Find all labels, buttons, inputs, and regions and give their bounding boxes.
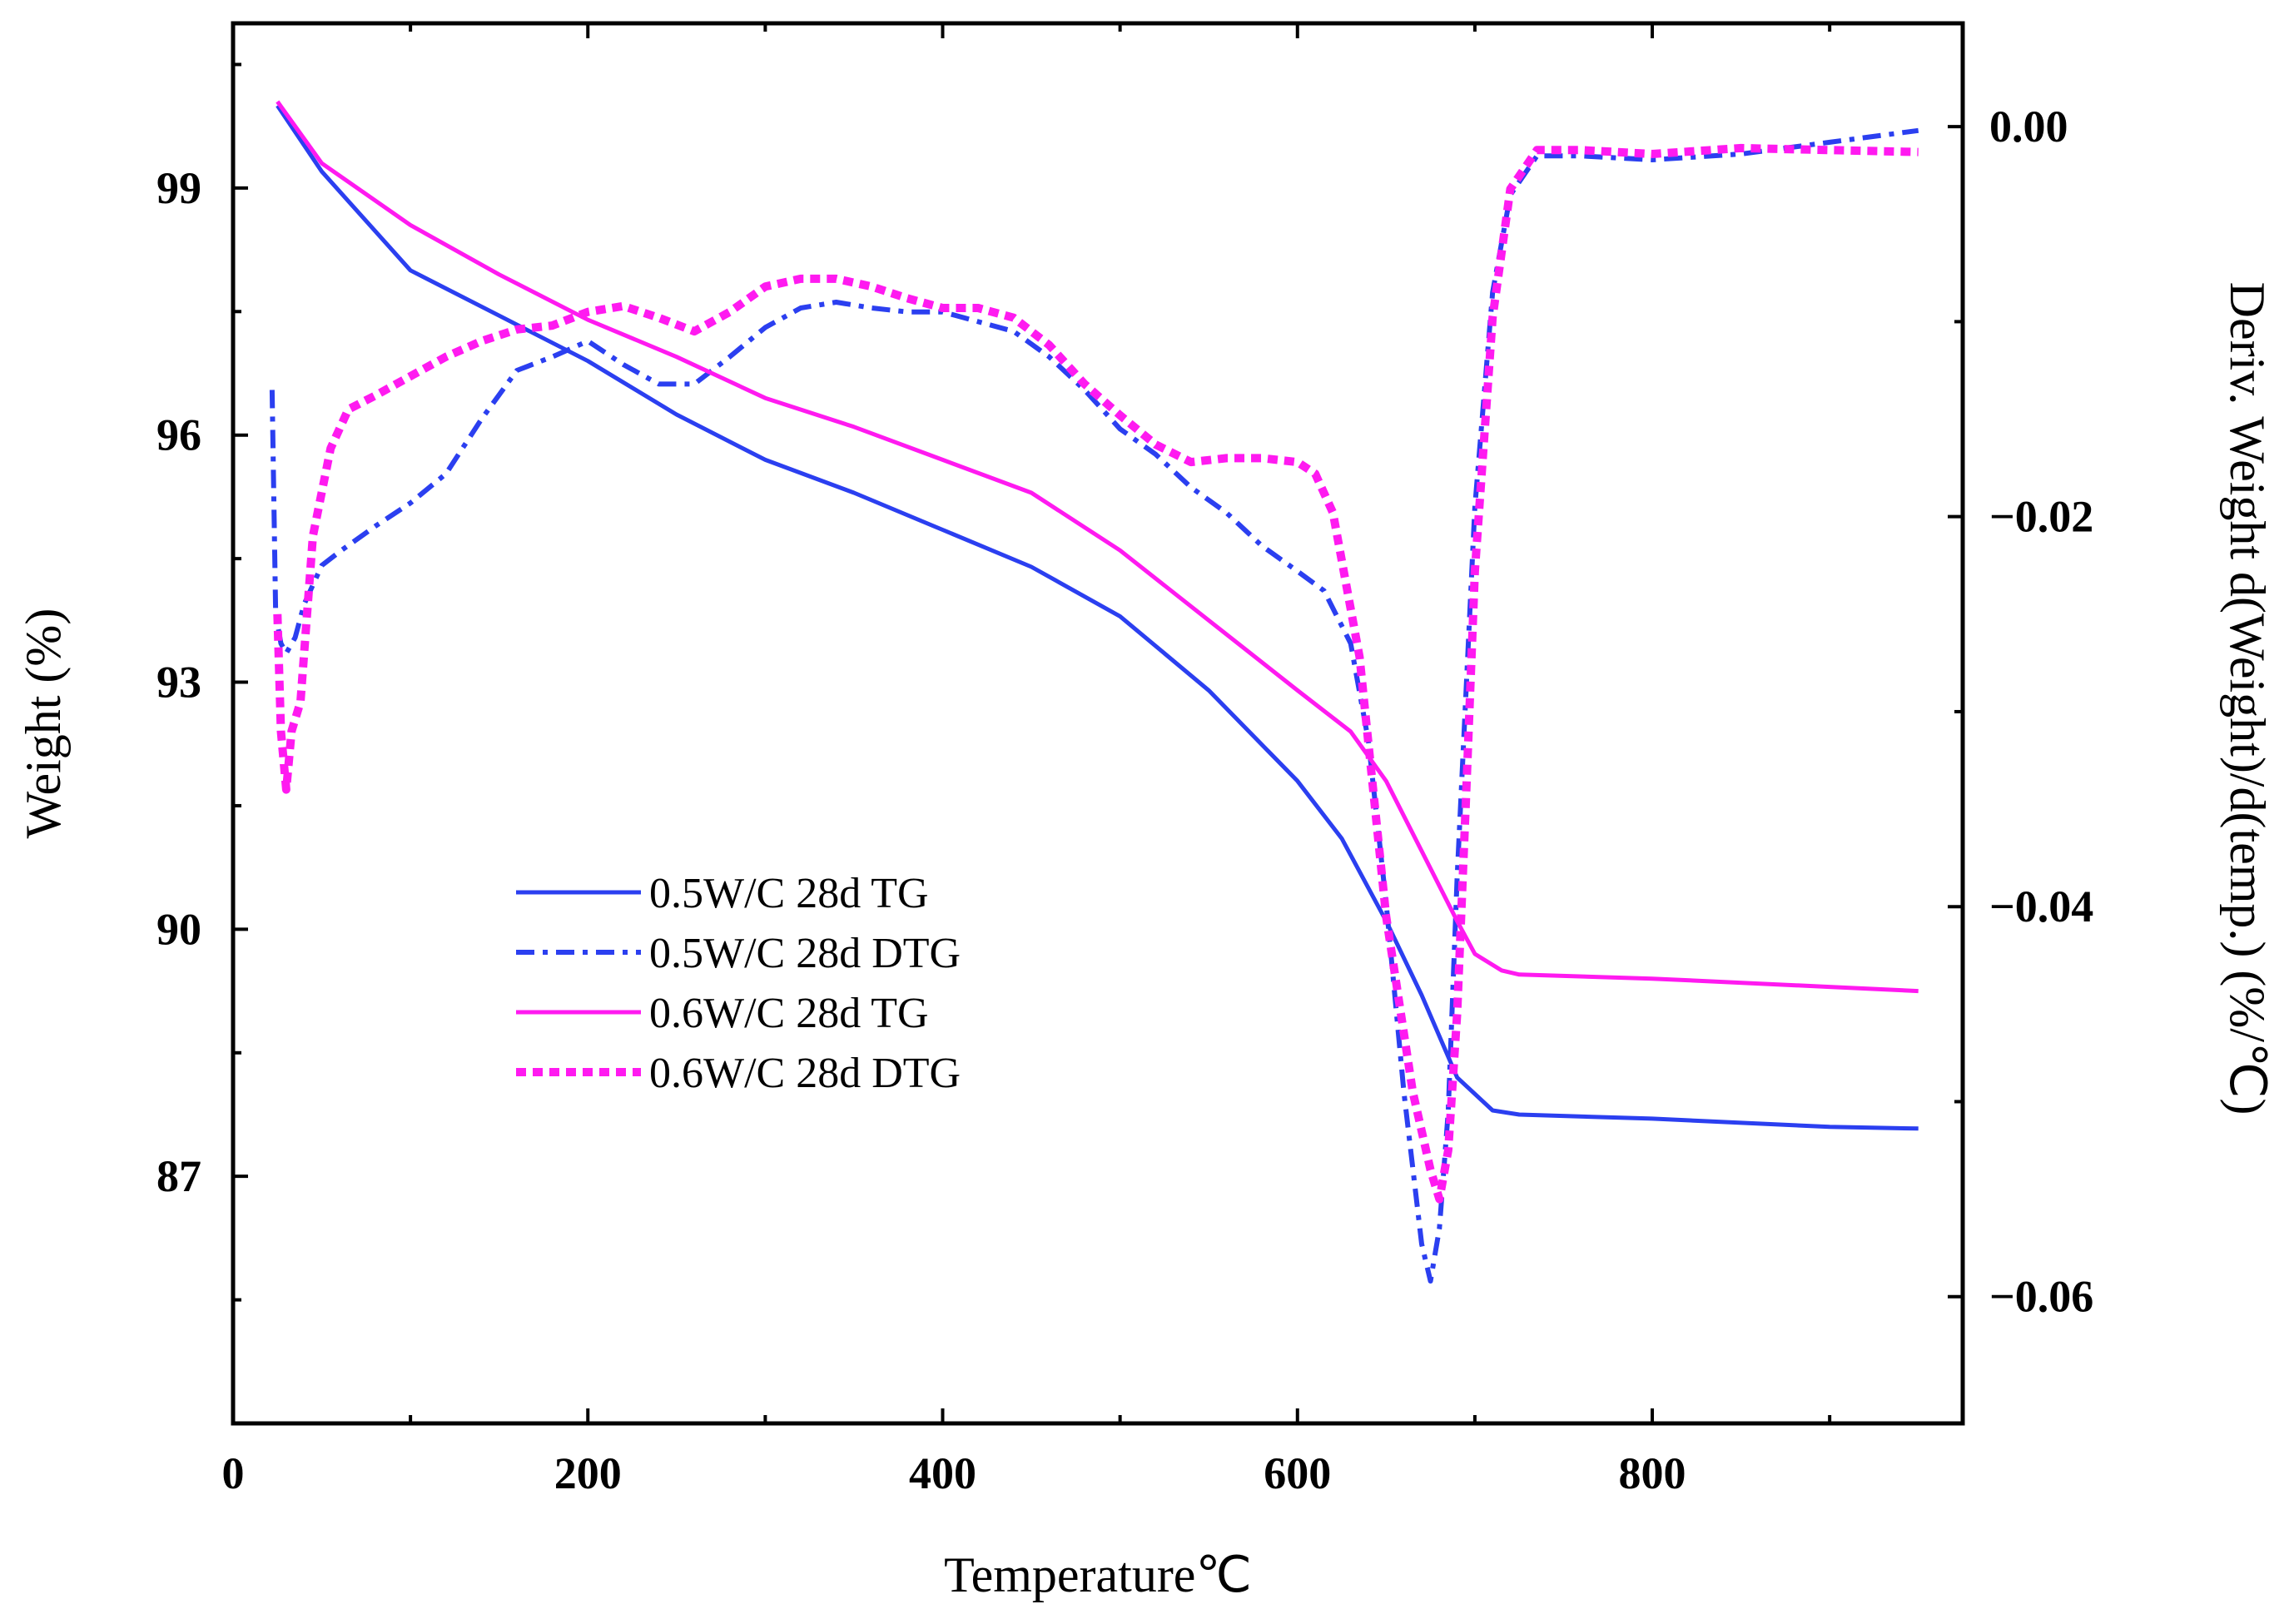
ticks-layer: 0 200 400 600 800 87 90 93 96 99 −0.06 −0.04 −0.02 0.… (156, 23, 2093, 1498)
x-tick-label: 400 (909, 1448, 976, 1498)
series-line-1 (276, 104, 1919, 1131)
x-tick-label: 0 (222, 1448, 245, 1498)
y-right-tick-label: −0.06 (1989, 1272, 2093, 1322)
y-left-axis-title: Weight (%) (16, 608, 71, 839)
y-left-tick-label: 96 (156, 410, 201, 460)
legend-label-4: 0.6W/C 28d DTG (649, 1050, 961, 1097)
y-right-tick-label: −0.02 (1989, 492, 2093, 542)
y-left-tick-label: 99 (156, 163, 201, 213)
legend-label-2: 0.5W/C 28d DTG (649, 930, 961, 977)
y-left-tick-label: 87 (156, 1151, 201, 1201)
y-right-tick-label: 0.00 (1989, 102, 2068, 151)
series-layer (269, 100, 1919, 1284)
series-line-3 (276, 100, 1919, 994)
y-right-tick-label: −0.04 (1989, 882, 2093, 931)
y-left-tick-label: 90 (156, 904, 201, 954)
x-axis-title: Temperature℃ (944, 1547, 1252, 1602)
y-left-tick-label: 93 (156, 658, 201, 708)
x-tick-label: 200 (554, 1448, 622, 1498)
series-line-4 (273, 143, 1919, 1204)
legend-label-3: 0.6W/C 28d TG (649, 990, 929, 1037)
series-line-2 (269, 127, 1919, 1284)
legend-label-1: 0.5W/C 28d TG (649, 870, 929, 917)
x-tick-label: 600 (1264, 1448, 1331, 1498)
legend: 0.5W/C 28d TG 0.5W/C 28d DTG 0.6W/C 28d TG… (516, 870, 961, 1097)
plot-frame (231, 21, 1965, 1426)
y-right-axis-title: Deriv. Weight d(Weight)/d(temp.) (%/℃) (2220, 282, 2275, 1115)
x-tick-label: 800 (1619, 1448, 1686, 1498)
